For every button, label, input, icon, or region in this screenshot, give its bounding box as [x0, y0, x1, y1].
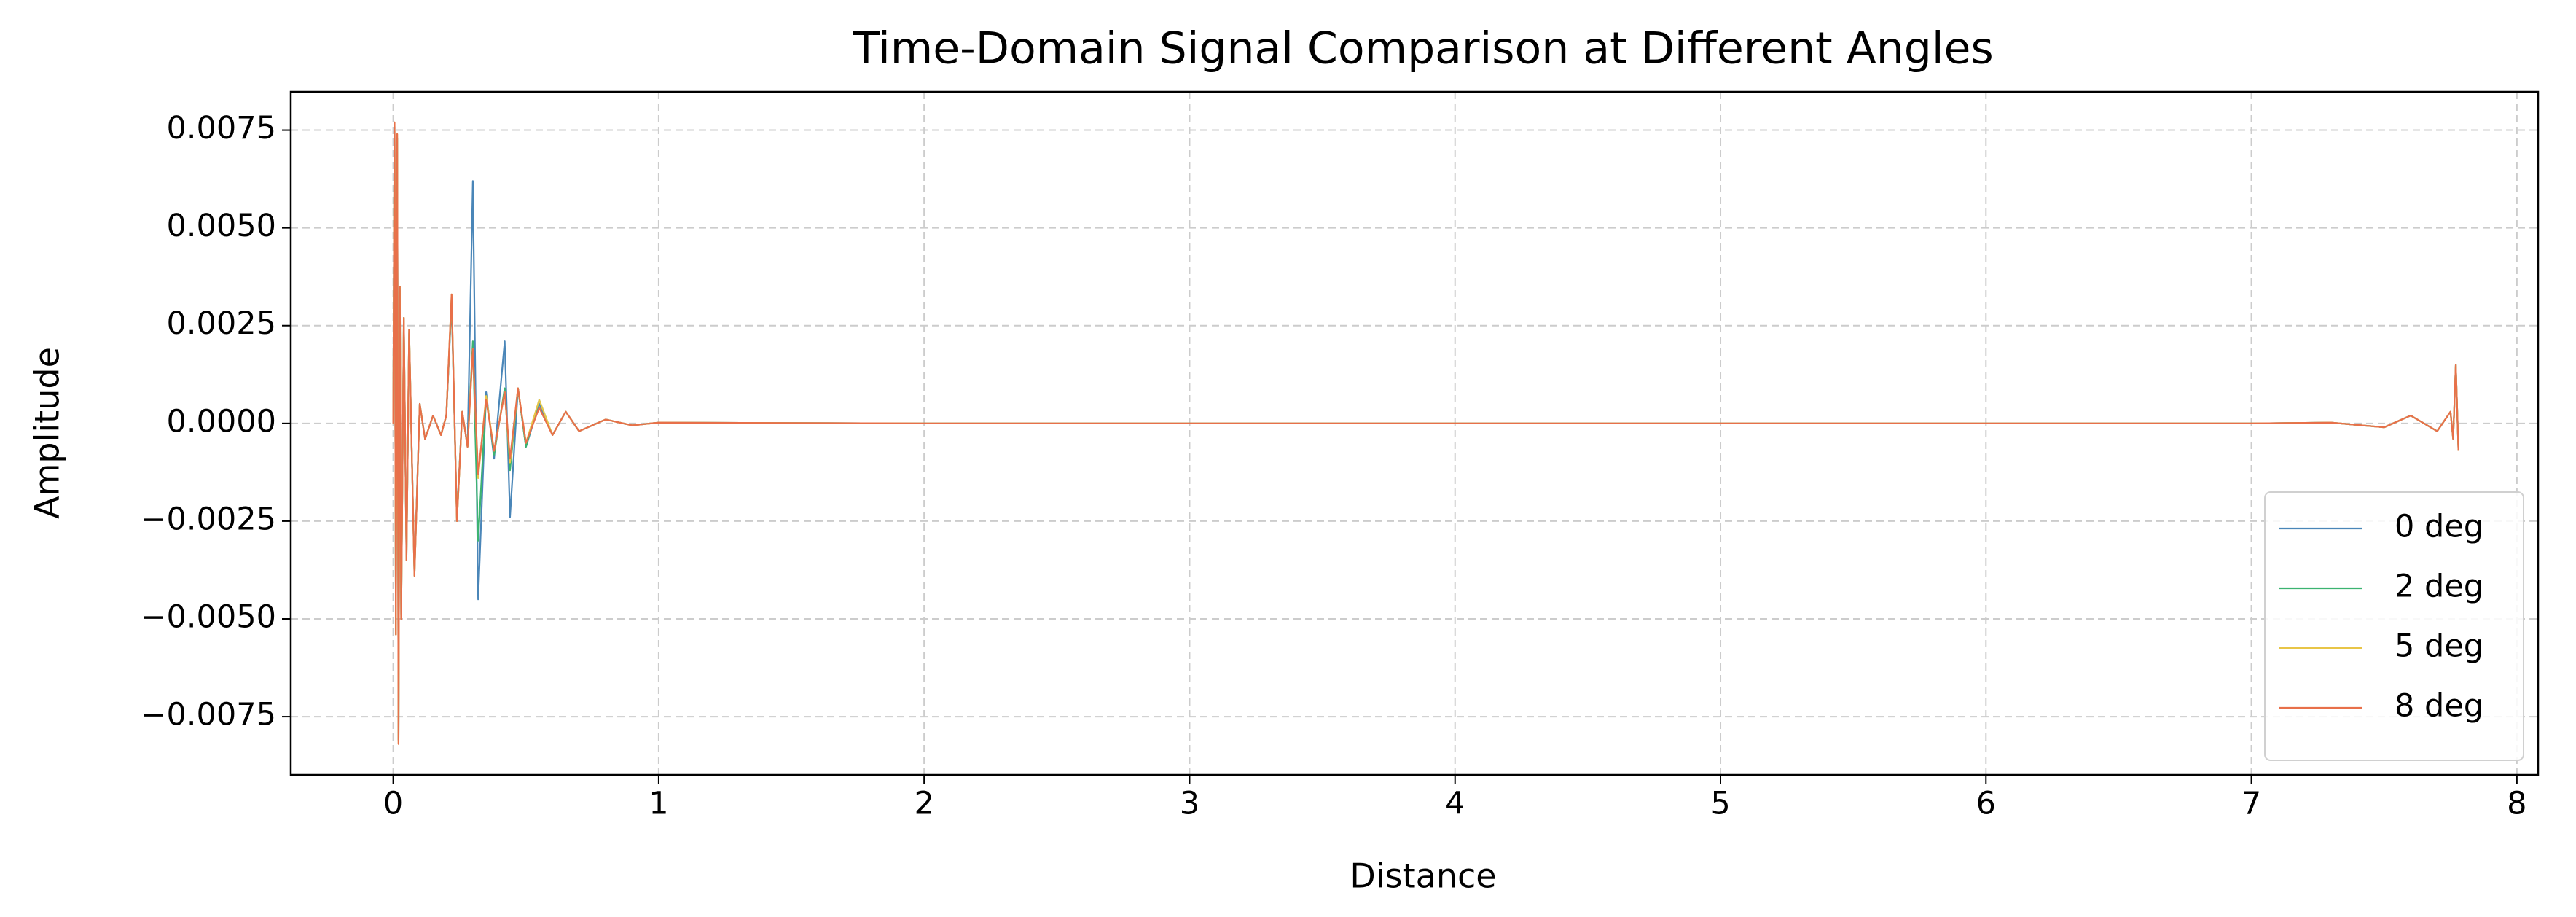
y-tick-label: −0.0075: [141, 697, 277, 733]
x-tick-label: 0: [383, 786, 403, 822]
chart-title: Time-Domain Signal Comparison at Differe…: [852, 23, 1993, 74]
legend-label: 8 deg: [2395, 688, 2483, 725]
x-axis-label: Distance: [1350, 856, 1496, 896]
y-tick-label: −0.0025: [141, 501, 277, 537]
y-tick-label: 0.0025: [167, 305, 276, 342]
y-tick-label: 0.0075: [167, 110, 276, 147]
y-tick-label: −0.0050: [141, 598, 277, 635]
plot-frame: [289, 90, 2540, 776]
ticks: 0 1 2 3 4 5 6 7 8 −0.0075 −0.0050 −0.0025 0.0000 0.00…: [141, 110, 2527, 822]
x-tick-label: 2: [914, 786, 933, 822]
legend-label: 5 deg: [2395, 628, 2483, 665]
x-tick-label: 3: [1180, 786, 1199, 822]
legend-label: 2 deg: [2395, 569, 2483, 605]
x-tick-label: 6: [1976, 786, 1996, 822]
x-tick-label: 4: [1445, 786, 1465, 822]
legend-label: 0 deg: [2395, 509, 2483, 545]
x-tick-label: 7: [2242, 786, 2261, 822]
x-tick-label: 1: [649, 786, 668, 822]
legend-box: [2264, 491, 2524, 761]
y-axis-label: Amplitude: [28, 347, 67, 519]
plot-lines: [392, 121, 2459, 745]
y-tick-label: 0.0050: [167, 208, 276, 244]
x-tick-label: 8: [2507, 786, 2526, 822]
legend: 0 deg 2 deg 5 deg 8 deg: [2264, 491, 2524, 761]
y-tick-label: 0.0000: [167, 403, 276, 440]
x-tick-label: 5: [1710, 786, 1730, 822]
series-line: [392, 121, 2459, 745]
